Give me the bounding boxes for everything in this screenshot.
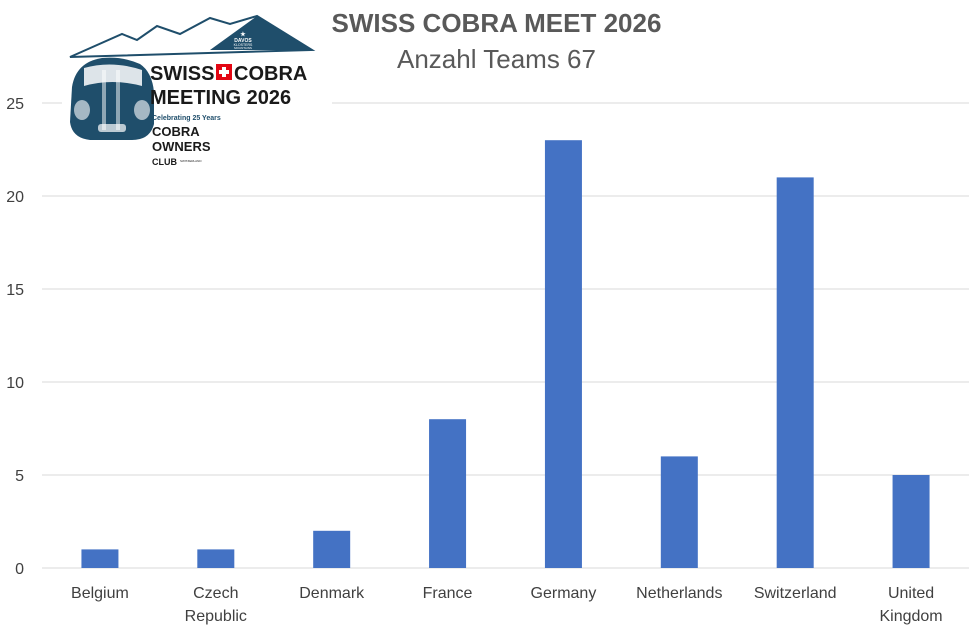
bar	[776, 177, 814, 568]
y-tick-label: 20	[6, 189, 24, 206]
badge-star-icon: ★	[240, 31, 246, 38]
x-category-label: Denmark	[299, 585, 365, 602]
mountain-badge	[210, 16, 312, 50]
bar	[544, 140, 582, 568]
bar	[313, 530, 351, 568]
badge-line-3: MOUNTAINS	[234, 46, 252, 50]
car-icon	[70, 57, 154, 140]
bar	[197, 549, 235, 568]
logo-swiss: SWISS	[150, 63, 214, 85]
x-category-label: Czech Republic	[185, 585, 247, 625]
logo-meeting: MEETING 2026	[150, 87, 291, 109]
x-category-label: Switzerland	[754, 585, 837, 602]
y-tick-label: 15	[6, 282, 24, 299]
badge-line-2: KLOSTERS	[234, 43, 253, 47]
logo-club-2: OWNERS	[152, 139, 211, 154]
x-category-label: Belgium	[71, 585, 129, 602]
x-category-label: United Kingdom	[879, 585, 942, 625]
x-category-label: France	[423, 585, 473, 602]
bars	[81, 140, 930, 568]
event-logo: ★ DAVOS KLOSTERS MOUNTAINS SWISS COBRA M…	[62, 12, 332, 172]
badge-line-1: DAVOS	[234, 38, 252, 44]
x-category-label: Netherlands	[636, 585, 722, 602]
y-axis-ticks: 0 5 10 15 20 25	[6, 96, 24, 578]
logo-cobra: COBRA	[234, 63, 307, 85]
x-category-label: Germany	[531, 585, 597, 602]
logo-tagline: Celebrating 25 Years	[152, 115, 221, 122]
logo-club-1: COBRA	[152, 124, 200, 139]
y-tick-label: 0	[15, 561, 24, 578]
chart-title: SWISS COBRA MEET 2026	[331, 8, 662, 38]
y-tick-label: 10	[6, 375, 24, 392]
gridlines	[42, 102, 969, 569]
logo-club-3: CLUB	[152, 157, 177, 167]
y-tick-label: 5	[15, 468, 24, 485]
bar	[81, 549, 119, 568]
chart-subtitle: Anzahl Teams 67	[397, 44, 596, 74]
logo-club-3b: SWITZERLAND	[180, 159, 202, 163]
y-tick-label: 25	[6, 96, 24, 113]
bar	[429, 419, 467, 568]
bar	[892, 475, 930, 568]
x-axis-categories: Belgium Czech Republic Denmark France Germany…	[71, 585, 943, 625]
bar	[660, 456, 698, 568]
